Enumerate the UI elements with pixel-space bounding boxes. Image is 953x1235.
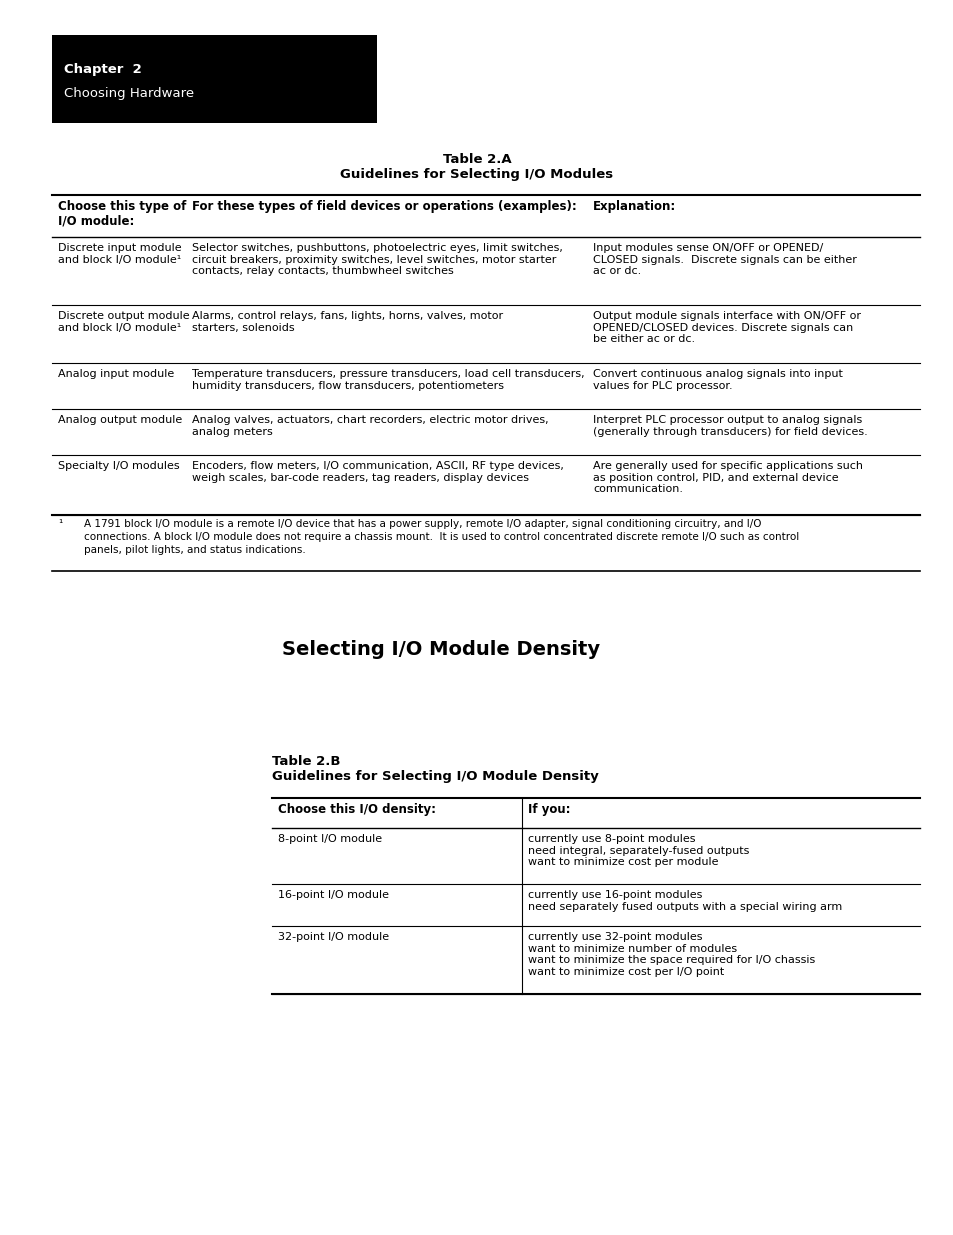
Text: 32-point I/O module: 32-point I/O module <box>277 932 389 942</box>
Text: If you:: If you: <box>527 803 570 816</box>
Text: Discrete output module
and block I/O module¹: Discrete output module and block I/O mod… <box>58 311 190 332</box>
Text: currently use 32-point modules
want to minimize number of modules
want to minimi: currently use 32-point modules want to m… <box>527 932 815 977</box>
Text: Choose this I/O density:: Choose this I/O density: <box>277 803 436 816</box>
Text: Output module signals interface with ON/OFF or
OPENED/CLOSED devices. Discrete s: Output module signals interface with ON/… <box>593 311 861 345</box>
Text: Convert continuous analog signals into input
values for PLC processor.: Convert continuous analog signals into i… <box>593 369 842 390</box>
Text: Table 2.A
Guidelines for Selecting I/O Modules: Table 2.A Guidelines for Selecting I/O M… <box>340 153 613 182</box>
Text: Alarms, control relays, fans, lights, horns, valves, motor
starters, solenoids: Alarms, control relays, fans, lights, ho… <box>192 311 502 332</box>
Text: Specialty I/O modules: Specialty I/O modules <box>58 461 179 471</box>
Text: Selector switches, pushbuttons, photoelectric eyes, limit switches,
circuit brea: Selector switches, pushbuttons, photoele… <box>192 243 562 277</box>
Text: Interpret PLC processor output to analog signals
(generally through transducers): Interpret PLC processor output to analog… <box>593 415 867 437</box>
Text: Selecting I/O Module Density: Selecting I/O Module Density <box>282 640 599 659</box>
Text: For these types of field devices or operations (examples):: For these types of field devices or oper… <box>192 200 577 212</box>
Text: Explanation:: Explanation: <box>593 200 676 212</box>
Text: currently use 8-point modules
need integral, separately-fused outputs
want to mi: currently use 8-point modules need integ… <box>527 834 749 867</box>
Text: Chapter  2: Chapter 2 <box>64 63 142 77</box>
Text: Table 2.B
Guidelines for Selecting I/O Module Density: Table 2.B Guidelines for Selecting I/O M… <box>272 755 598 783</box>
Text: Analog output module: Analog output module <box>58 415 182 425</box>
Text: A 1791 block I/O module is a remote I/O device that has a power supply, remote I: A 1791 block I/O module is a remote I/O … <box>84 519 760 529</box>
Text: connections. A block I/O module does not require a chassis mount.  It is used to: connections. A block I/O module does not… <box>84 532 799 542</box>
Text: ¹: ¹ <box>58 519 62 529</box>
Text: Encoders, flow meters, I/O communication, ASCII, RF type devices,
weigh scales, : Encoders, flow meters, I/O communication… <box>192 461 563 483</box>
Text: currently use 16-point modules
need separately fused outputs with a special wiri: currently use 16-point modules need sepa… <box>527 890 841 911</box>
Text: Input modules sense ON/OFF or OPENED/
CLOSED signals.  Discrete signals can be e: Input modules sense ON/OFF or OPENED/ CL… <box>593 243 856 277</box>
Text: Choosing Hardware: Choosing Hardware <box>64 86 193 100</box>
Text: Analog valves, actuators, chart recorders, electric motor drives,
analog meters: Analog valves, actuators, chart recorder… <box>192 415 548 437</box>
Text: panels, pilot lights, and status indications.: panels, pilot lights, and status indicat… <box>84 545 305 555</box>
Text: Choose this type of
I/O module:: Choose this type of I/O module: <box>58 200 186 228</box>
Text: Are generally used for specific applications such
as position control, PID, and : Are generally used for specific applicat… <box>593 461 862 494</box>
Text: 16-point I/O module: 16-point I/O module <box>277 890 389 900</box>
Text: Temperature transducers, pressure transducers, load cell transducers,
humidity t: Temperature transducers, pressure transd… <box>192 369 584 390</box>
Bar <box>52 35 376 124</box>
Text: Discrete input module
and block I/O module¹: Discrete input module and block I/O modu… <box>58 243 181 264</box>
Text: Analog input module: Analog input module <box>58 369 174 379</box>
Text: 8-point I/O module: 8-point I/O module <box>277 834 382 844</box>
